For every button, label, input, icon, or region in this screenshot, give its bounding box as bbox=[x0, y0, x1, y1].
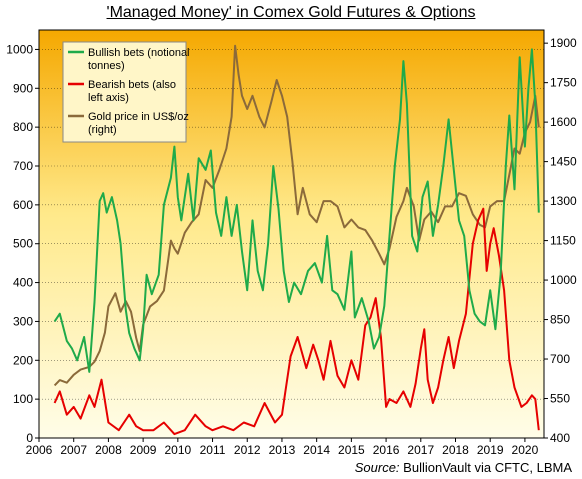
left-tick-label: 100 bbox=[13, 392, 33, 406]
left-tick-label: 600 bbox=[13, 198, 33, 212]
x-tick-label: 2018 bbox=[442, 443, 469, 457]
legend-label-line1: Bearish bets (also bbox=[88, 79, 176, 91]
left-tick-label: 200 bbox=[13, 353, 33, 367]
right-tick-label: 1750 bbox=[550, 76, 577, 90]
right-tick-label: 700 bbox=[550, 352, 570, 366]
x-tick-label: 2012 bbox=[234, 443, 261, 457]
left-tick-label: 0 bbox=[26, 431, 33, 445]
right-tick-label: 1600 bbox=[550, 115, 577, 129]
right-tick-label: 400 bbox=[550, 431, 570, 445]
source-text: BullionVault via CFTC, LBMA bbox=[403, 460, 572, 475]
right-tick-label: 850 bbox=[550, 313, 570, 327]
right-tick-label: 1450 bbox=[550, 155, 577, 169]
source-label: Source: bbox=[354, 460, 400, 475]
left-tick-label: 700 bbox=[13, 159, 33, 173]
left-tick-label: 400 bbox=[13, 276, 33, 290]
right-tick-label: 1150 bbox=[550, 234, 576, 248]
chart-source: Source: BullionVault via CFTC, LBMA bbox=[355, 460, 572, 475]
legend-label-line1: Gold price in US$/oz bbox=[88, 111, 189, 123]
x-tick-label: 2020 bbox=[512, 443, 539, 457]
legend-label: Gold price in US$/oz (right) bbox=[88, 111, 189, 136]
left-tick-label: 900 bbox=[13, 81, 33, 95]
x-tick-label: 2017 bbox=[407, 443, 434, 457]
left-tick-label: 800 bbox=[13, 120, 33, 134]
legend-label-line1: Bullish bets (notional bbox=[88, 47, 190, 59]
series-line-1 bbox=[53, 207, 540, 436]
legend-box bbox=[62, 41, 187, 143]
x-tick-label: 2006 bbox=[26, 443, 53, 457]
legend-label: Bullish bets (notional tonnes) bbox=[88, 47, 190, 72]
right-tick-label: 1900 bbox=[550, 36, 577, 50]
legend-label-line2: left axis) bbox=[88, 92, 129, 104]
legend-label-line2: (right) bbox=[88, 124, 117, 136]
right-tick-label: 550 bbox=[550, 392, 570, 406]
x-tick-label: 2019 bbox=[477, 443, 504, 457]
legend-label-line2: tonnes) bbox=[88, 60, 125, 72]
legend-label: Bearish bets (also left axis) bbox=[88, 79, 176, 104]
right-tick-label: 1300 bbox=[550, 194, 577, 208]
right-tick-label: 1000 bbox=[550, 273, 577, 287]
left-tick-label: 1000 bbox=[6, 42, 33, 56]
x-tick-label: 2011 bbox=[200, 443, 226, 457]
x-tick-label: 2007 bbox=[60, 443, 87, 457]
x-tick-label: 2008 bbox=[95, 443, 122, 457]
x-tick-label: 2013 bbox=[269, 443, 296, 457]
x-tick-label: 2015 bbox=[338, 443, 365, 457]
x-tick-label: 2010 bbox=[164, 443, 191, 457]
x-tick-label: 2016 bbox=[373, 443, 400, 457]
x-tick-label: 2014 bbox=[303, 443, 330, 457]
left-tick-label: 300 bbox=[13, 314, 33, 328]
left-tick-label: 500 bbox=[13, 237, 33, 251]
series-line-0 bbox=[53, 48, 540, 373]
x-tick-label: 2009 bbox=[130, 443, 157, 457]
chart-title: 'Managed Money' in Comex Gold Futures & … bbox=[106, 4, 476, 21]
series-line-2 bbox=[53, 44, 540, 387]
plot-frame bbox=[38, 29, 545, 439]
